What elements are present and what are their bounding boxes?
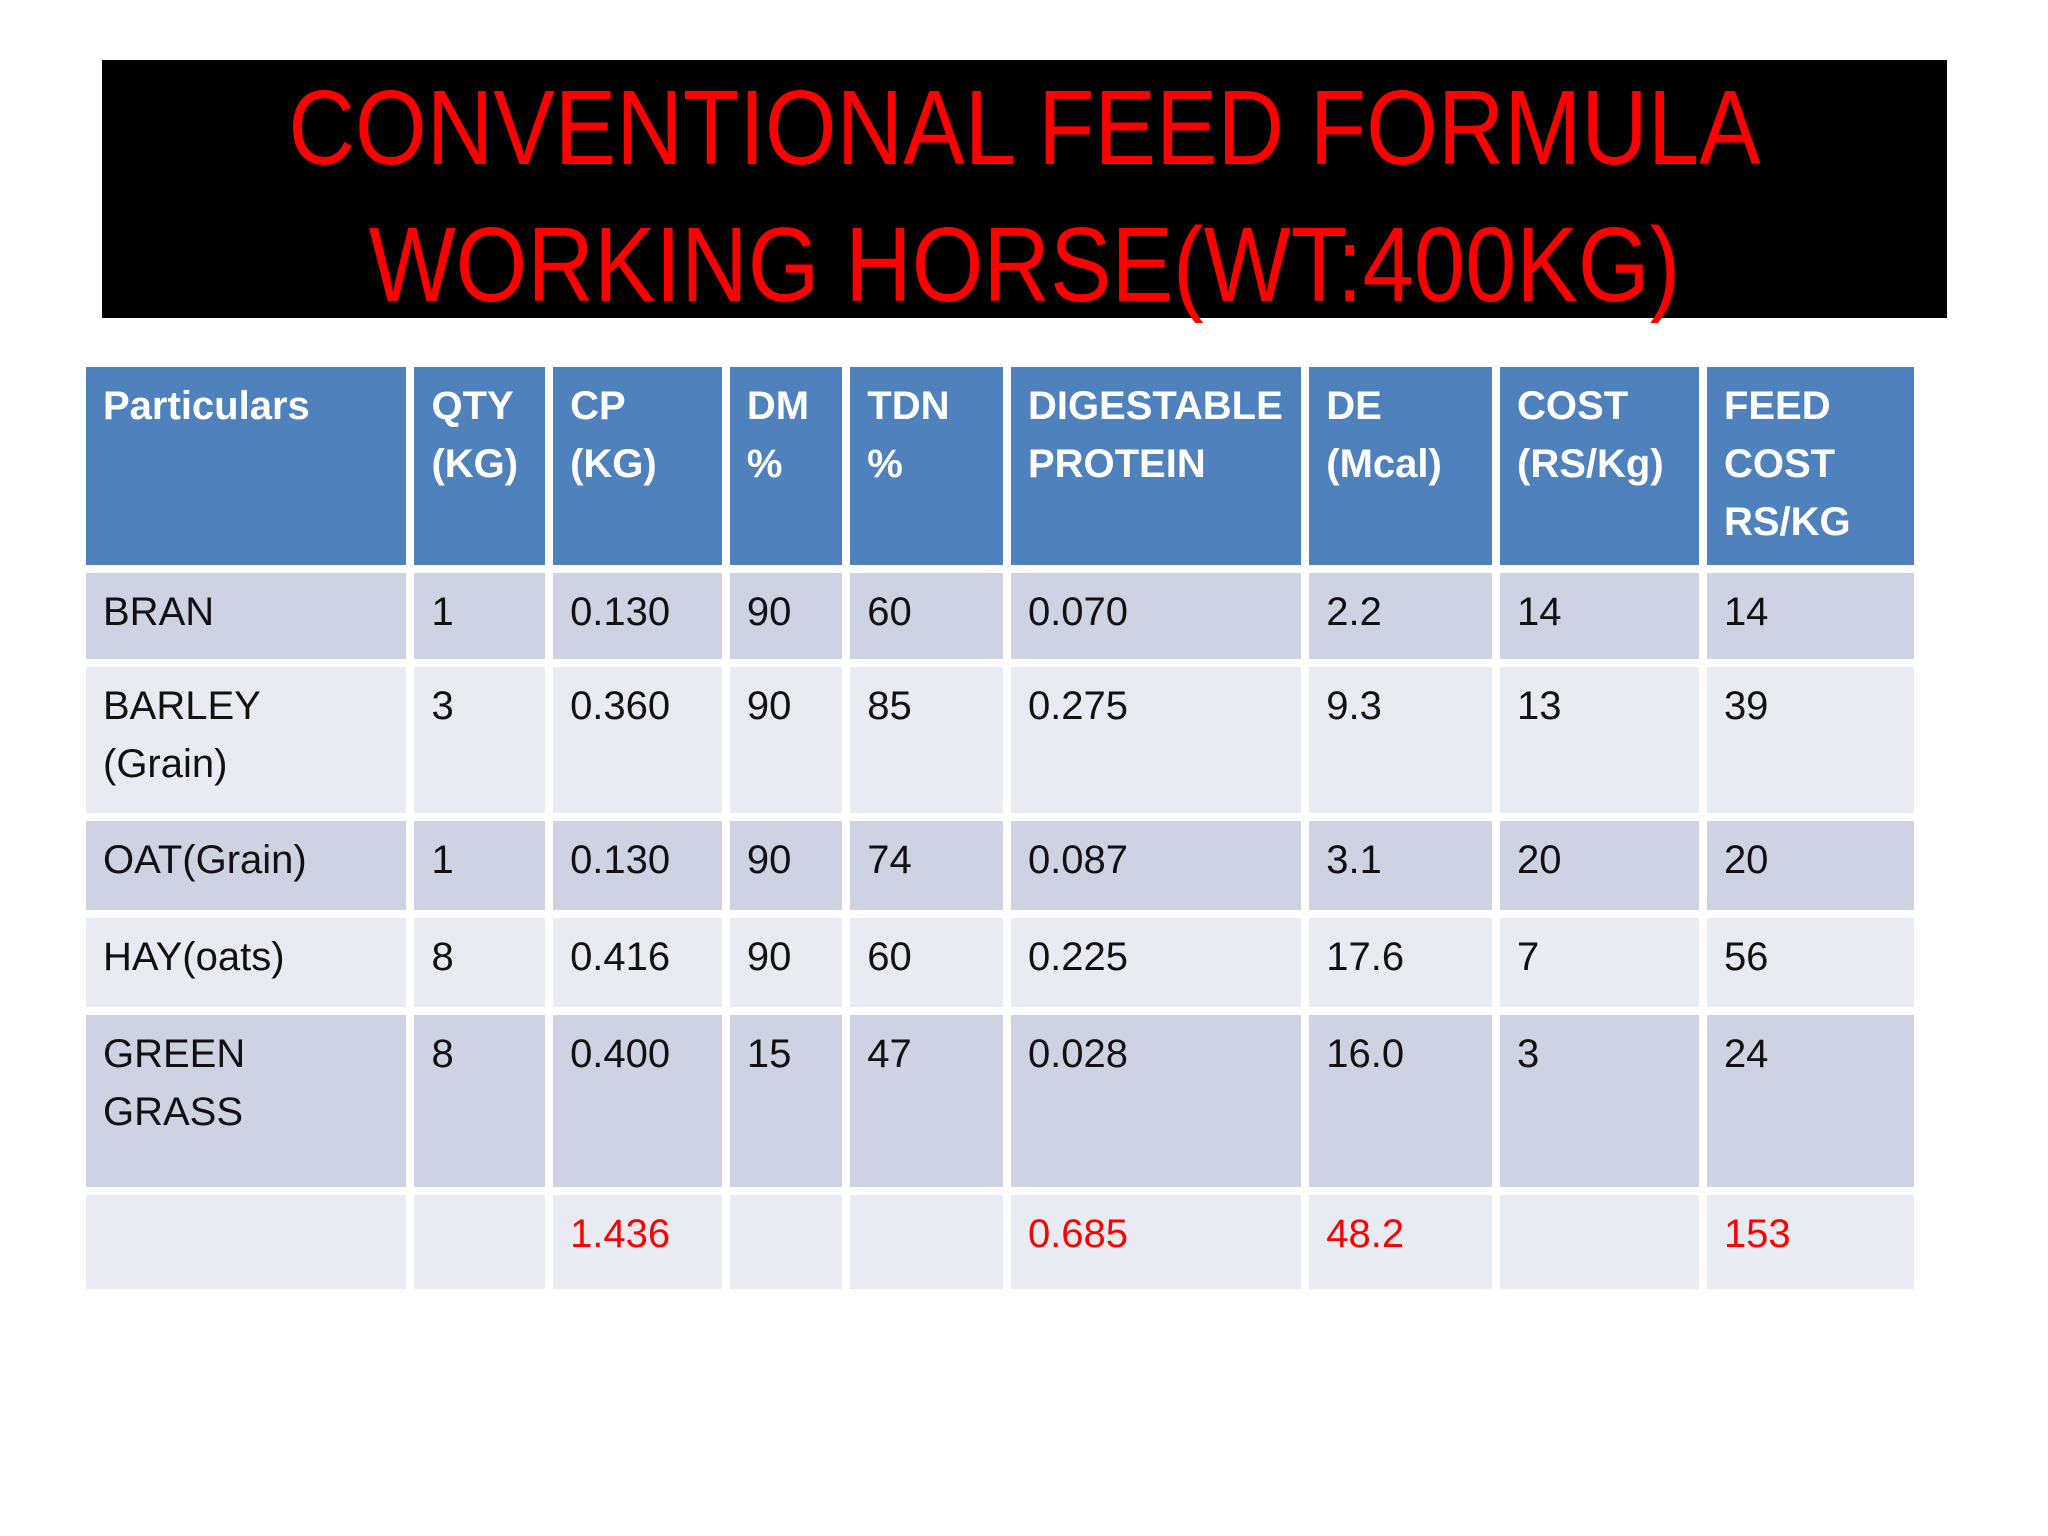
- table-cell: 0.087: [1006, 817, 1306, 914]
- column-header-3: CP (KG): [549, 363, 726, 569]
- feed-table-body: BRAN 1 0.130 90 60 0.070 2.2 14 14 BARLEY (Grain)…: [82, 569, 1918, 1293]
- table-cell: 16.0: [1305, 1011, 1497, 1191]
- table-cell: 14: [1702, 569, 1918, 663]
- column-header-2: QTY (KG): [410, 363, 550, 569]
- table-cell: [410, 1191, 550, 1293]
- column-header-1: Particulars: [82, 363, 411, 569]
- header-row: Particulars QTY (KG) CP (KG) DM % TDN % DIGES…: [82, 363, 1918, 569]
- feed-table-header: Particulars QTY (KG) CP (KG) DM % TDN % DIGES…: [82, 363, 1918, 569]
- total-row: 1.436 0.685 48.2 153: [82, 1191, 1918, 1293]
- table-row: HAY(oats) 8 0.416 90 60 0.225 17.6 7 56: [82, 914, 1918, 1011]
- slide-title-line-2: WORKING HORSE(WT:400KG): [368, 206, 1681, 324]
- table-cell: 20: [1702, 817, 1918, 914]
- table-cell: 2.2: [1305, 569, 1497, 663]
- table-cell: 0.028: [1006, 1011, 1306, 1191]
- particulars-cell: BARLEY (Grain): [82, 663, 411, 817]
- table-cell: 48.2: [1305, 1191, 1497, 1293]
- table-cell: 0.070: [1006, 569, 1306, 663]
- table-cell: 0.416: [549, 914, 726, 1011]
- particulars-cell: OAT(Grain): [82, 817, 411, 914]
- table-cell: 1: [410, 817, 550, 914]
- table-cell: 7: [1496, 914, 1703, 1011]
- particulars-cell: HAY(oats): [82, 914, 411, 1011]
- column-header-9: FEED COST RS/KG: [1702, 363, 1918, 569]
- table-cell: 8: [410, 914, 550, 1011]
- table-cell: 3: [410, 663, 550, 817]
- table-cell: 60: [846, 569, 1007, 663]
- column-header-5: TDN %: [846, 363, 1007, 569]
- table-cell: 0.685: [1006, 1191, 1306, 1293]
- table-cell: 3.1: [1305, 817, 1497, 914]
- table-cell: 0.360: [549, 663, 726, 817]
- table-cell: [725, 1191, 847, 1293]
- table-cell: [846, 1191, 1007, 1293]
- table-cell: 153: [1702, 1191, 1918, 1293]
- table-cell: 90: [725, 817, 847, 914]
- table-cell: 56: [1702, 914, 1918, 1011]
- title-box: CONVENTIONAL FEED FORMULA WORKING HORSE(…: [102, 60, 1947, 324]
- table-cell: 74: [846, 817, 1007, 914]
- table-cell: 0.275: [1006, 663, 1306, 817]
- table-cell: 24: [1702, 1011, 1918, 1191]
- table-row: GREEN GRASS 8 0.400 15 47 0.028 16.0 3 24: [82, 1011, 1918, 1191]
- table-cell: 90: [725, 569, 847, 663]
- table-cell: 13: [1496, 663, 1703, 817]
- column-header-4: DM %: [725, 363, 847, 569]
- table-cell: 60: [846, 914, 1007, 1011]
- table-cell: 90: [725, 914, 847, 1011]
- table-cell: 0.400: [549, 1011, 726, 1191]
- feed-table: Particulars QTY (KG) CP (KG) DM % TDN % DIGES…: [82, 363, 1918, 1293]
- table-row: BARLEY (Grain) 3 0.360 90 85 0.275 9.3 13 39: [82, 663, 1918, 817]
- table-cell: 90: [725, 663, 847, 817]
- table-cell: 47: [846, 1011, 1007, 1191]
- slide-title-line-1: CONVENTIONAL FEED FORMULA: [288, 69, 1761, 187]
- table-cell: 9.3: [1305, 663, 1497, 817]
- table-cell: 0.225: [1006, 914, 1306, 1011]
- table-cell: 17.6: [1305, 914, 1497, 1011]
- table-cell: 20: [1496, 817, 1703, 914]
- table-cell: 14: [1496, 569, 1703, 663]
- table-cell: 1.436: [549, 1191, 726, 1293]
- table-cell: 8: [410, 1011, 550, 1191]
- column-header-7: DE (Mcal): [1305, 363, 1497, 569]
- table-cell: 39: [1702, 663, 1918, 817]
- table-cell: 0.130: [549, 569, 726, 663]
- table-cell: 85: [846, 663, 1007, 817]
- table-row: OAT(Grain) 1 0.130 90 74 0.087 3.1 20 20: [82, 817, 1918, 914]
- column-header-6: DIGESTABLE PROTEIN: [1006, 363, 1306, 569]
- particulars-cell: [82, 1191, 411, 1293]
- particulars-cell: GREEN GRASS: [82, 1011, 411, 1191]
- table-cell: 15: [725, 1011, 847, 1191]
- table-cell: 0.130: [549, 817, 726, 914]
- particulars-cell: BRAN: [82, 569, 411, 663]
- table-cell: [1496, 1191, 1703, 1293]
- table-cell: 3: [1496, 1011, 1703, 1191]
- column-header-8: COST (RS/Kg): [1496, 363, 1703, 569]
- table-cell: 1: [410, 569, 550, 663]
- table-row: BRAN 1 0.130 90 60 0.070 2.2 14 14: [82, 569, 1918, 663]
